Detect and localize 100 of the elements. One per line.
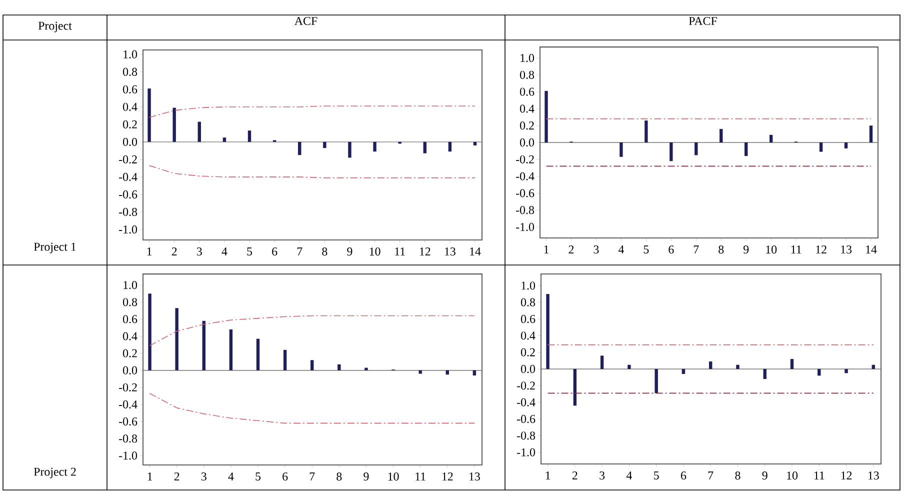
x-tick-label: 5 <box>247 248 252 256</box>
bar <box>720 128 723 142</box>
text: Project 1 <box>34 242 76 254</box>
bar <box>298 142 302 156</box>
bar <box>544 90 548 142</box>
bar <box>198 122 201 142</box>
x-tick-label: 5 <box>256 472 261 480</box>
x-tick-label: 12 <box>841 472 852 480</box>
y-tick-label: 0.6 <box>123 85 138 94</box>
bar <box>844 368 848 374</box>
bar <box>628 364 631 369</box>
y-tick-label: -0.2 <box>119 155 137 164</box>
x-tick-label: 11 <box>416 472 426 480</box>
y-tick-label: 1.0 <box>124 281 138 290</box>
x-tick-label: 1 <box>148 472 152 480</box>
bar <box>694 142 698 156</box>
bar <box>418 370 422 374</box>
x-tick-label: 2 <box>172 248 177 256</box>
bar <box>256 338 260 370</box>
bar <box>448 142 452 152</box>
y-tick-label: -0.8 <box>516 206 534 214</box>
y-tick-label: -0.2 <box>516 155 534 164</box>
bar <box>202 320 206 370</box>
y-tick-label: 0.2 <box>521 348 535 356</box>
bar <box>310 360 314 370</box>
y-tick-label: 1.0 <box>124 50 138 58</box>
x-tick-label: 4 <box>222 248 228 256</box>
x-tick-label: 3 <box>201 472 206 481</box>
x-tick-label: 12 <box>816 246 826 254</box>
y-tick-label: -0.2 <box>119 383 137 392</box>
y-tick-label: -0.6 <box>517 414 536 424</box>
bar <box>222 138 226 142</box>
bar <box>423 142 426 154</box>
bar <box>148 88 151 142</box>
x-tick-label: 13 <box>445 248 456 256</box>
y-tick-label: 0.4 <box>123 102 138 111</box>
y-tick-label: -1.0 <box>119 452 138 460</box>
bar <box>670 142 673 162</box>
y-tick-label: 0.0 <box>123 138 138 146</box>
bar <box>364 368 368 370</box>
y-tick-label: 0.8 <box>520 70 534 79</box>
y-tick-label: 0.8 <box>123 68 138 76</box>
x-tick-label: 9 <box>347 248 352 256</box>
y-tick-label: -0.4 <box>119 172 138 182</box>
bar <box>172 108 176 142</box>
y-tick-label: 0.4 <box>521 332 536 340</box>
y-tick-label: 0.6 <box>520 88 534 96</box>
bar <box>373 142 376 152</box>
x-tick-label: 10 <box>388 472 399 481</box>
y-tick-label: -0.4 <box>516 172 534 180</box>
chart-title: ACF <box>294 16 318 26</box>
x-tick-label: 1 <box>546 472 550 480</box>
x-tick-label: 5 <box>644 246 649 254</box>
x-tick-label: 5 <box>654 472 659 480</box>
bar <box>763 368 766 379</box>
bar <box>790 358 794 369</box>
x-tick-label: 3 <box>600 472 605 480</box>
y-tick-label: -0.6 <box>119 417 138 426</box>
y-tick-label: 0.2 <box>123 349 137 358</box>
bar <box>844 142 848 148</box>
y-tick-label: 0.2 <box>123 120 137 128</box>
x-tick-label: 3 <box>196 248 202 256</box>
x-tick-label: 8 <box>322 248 328 256</box>
bar <box>709 361 712 369</box>
x-tick-label: 7 <box>694 246 699 254</box>
y-tick-label: 0.0 <box>520 138 534 147</box>
y-tick-label: 0.0 <box>521 364 536 374</box>
bar <box>229 329 233 370</box>
x-tick-label: 9 <box>364 472 369 481</box>
x-tick-label: 2 <box>174 472 180 480</box>
y-tick-label: 1.0 <box>522 282 536 290</box>
x-tick-label: 7 <box>297 248 302 256</box>
x-tick-label: 8 <box>336 472 342 481</box>
y-tick-label: -1.0 <box>517 448 536 456</box>
y-tick-label: 0.6 <box>123 315 138 324</box>
bar <box>819 142 823 152</box>
y-tick-label: -1.0 <box>119 225 138 234</box>
x-tick-label: 10 <box>766 246 777 254</box>
y-tick-label: -0.2 <box>517 382 535 390</box>
bar <box>769 134 773 142</box>
x-tick-label: 14 <box>470 248 481 256</box>
x-tick-label: 2 <box>568 246 574 254</box>
x-tick-label: 11 <box>814 472 824 480</box>
y-tick-label: -0.6 <box>119 190 138 199</box>
x-tick-label: 2 <box>572 472 578 480</box>
x-tick-label: 13 <box>868 472 879 480</box>
x-tick-label: 4 <box>618 246 624 254</box>
y-tick-label: 1.0 <box>520 54 534 62</box>
x-tick-label: 6 <box>668 246 674 254</box>
y-tick-label: -0.4 <box>119 400 138 409</box>
x-tick-label: 4 <box>626 472 632 480</box>
x-tick-label: 8 <box>735 472 740 480</box>
y-tick-label: 0.6 <box>521 314 536 324</box>
x-tick-label: 9 <box>762 472 768 480</box>
y-tick-label: -1.0 <box>516 222 534 232</box>
y-tick-label: -0.8 <box>119 208 138 216</box>
bar <box>573 368 577 406</box>
y-tick-label: -0.4 <box>517 398 536 406</box>
bar <box>175 308 178 370</box>
x-tick-label: 10 <box>370 248 380 256</box>
